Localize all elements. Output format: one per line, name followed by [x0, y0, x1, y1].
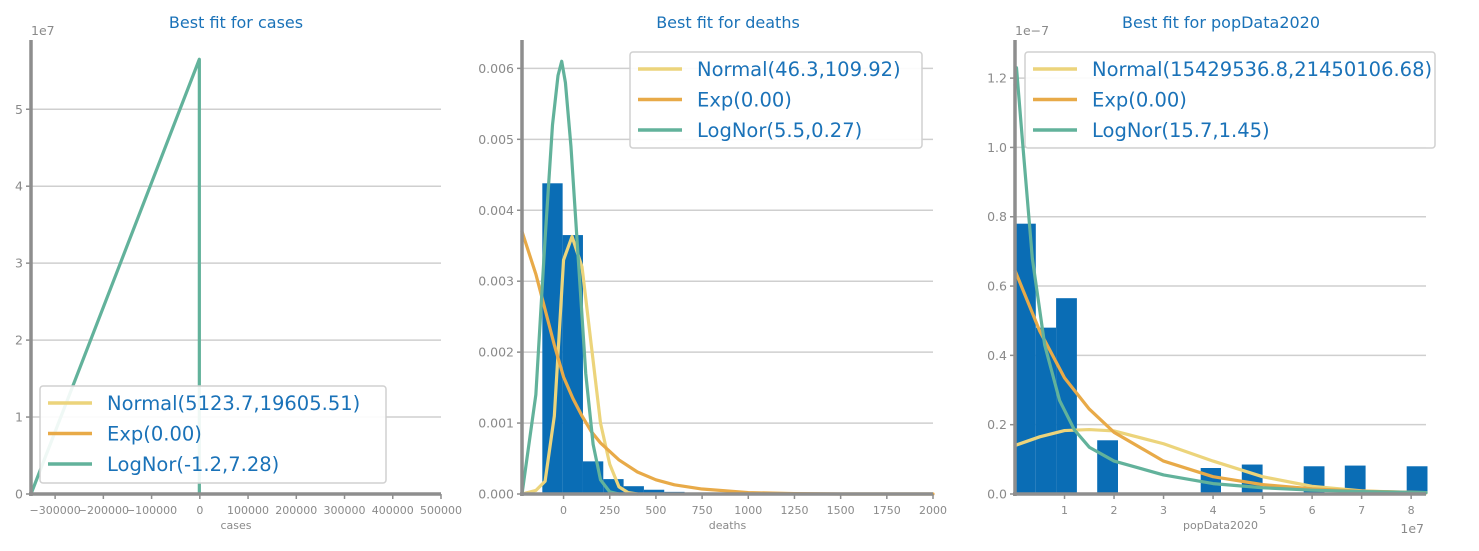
y-tick-label: 0.006	[478, 61, 514, 76]
chart-panel-2: 0 250 500 750 1000 1250 1500 1750 2000 0.000 0.001…	[478, 13, 947, 532]
histogram-bar	[1097, 440, 1118, 494]
legend: Normal(46.3,109.92) Exp(0.00) LogNor(5.5,0…	[629, 51, 923, 149]
legend: Normal(5123.7,19605.51) Exp(0.00) LogNor(-…	[39, 385, 387, 484]
x-tick-label: 6	[1309, 504, 1316, 517]
x-tick-label: 2000	[919, 504, 947, 517]
x-tick-label: 500000	[420, 504, 462, 517]
x-tick-label: 250	[599, 504, 620, 517]
y-tick-label: 1.2	[987, 71, 1007, 86]
legend-entry: LogNor(15.7,1.45)	[1092, 119, 1270, 142]
x-tick-label: 4	[1210, 504, 1217, 517]
x-tick-label: 200000	[275, 504, 317, 517]
x-tick-label: −100000	[126, 504, 177, 517]
y-offset-label: 1e−7	[1015, 23, 1049, 38]
x-tick-label: 300000	[324, 504, 366, 517]
series-line-lognorm	[29, 57, 201, 496]
chart-title: Best fit for popData2020	[1122, 13, 1320, 32]
histogram-bar	[1344, 465, 1366, 494]
x-tick-label: −300000	[30, 504, 81, 517]
legend: Normal(15429536.8,21450106.68) Exp(0.00) L…	[1024, 51, 1436, 149]
y-tick-label: 5	[15, 102, 23, 117]
legend-frame	[39, 385, 387, 484]
x-tick-label: 500	[645, 504, 666, 517]
x-tick-label: 400000	[372, 504, 414, 517]
chart-panel-3: 1 2 3 4 5 6 7 8 0.0 0.2 0.4 0.6 0.8 1.0 1.2 Best fit fo…	[987, 13, 1436, 536]
legend-entry: Exp(0.00)	[107, 423, 202, 446]
legend-frame	[1024, 51, 1436, 149]
x-tick-label: −200000	[78, 504, 129, 517]
histogram-bar	[1406, 466, 1428, 494]
x-tick-label: 1000	[734, 504, 762, 517]
x-tick-label: 5	[1259, 504, 1266, 517]
y-tick-label: 0.2	[987, 417, 1007, 432]
y-tick-label: 0.000	[478, 487, 514, 502]
legend-entry: LogNor(-1.2,7.28)	[107, 453, 279, 476]
chart-panel-1: −300000−200000−100000 0 100000 200000 300000…	[15, 13, 462, 532]
series-line-lognorm	[520, 59, 621, 496]
y-tick-label: 4	[15, 179, 23, 194]
x-tick-label: 3	[1160, 504, 1167, 517]
x-tick-label: 100000	[227, 504, 269, 517]
histogram-bar	[1056, 298, 1077, 494]
legend-entry: LogNor(5.5,0.27)	[697, 119, 862, 142]
y-tick-label: 1	[15, 410, 23, 425]
y-tick-label: 0.4	[987, 348, 1007, 363]
legend-entry: Normal(46.3,109.92)	[697, 58, 901, 81]
y-tick-label: 3	[15, 256, 23, 271]
x-axis-label: popData2020	[1183, 519, 1258, 532]
chart-title: Best fit for cases	[169, 13, 303, 32]
histogram-bar	[562, 235, 583, 494]
x-tick-label: 1250	[780, 504, 808, 517]
y-tick-label: 0.005	[478, 132, 514, 147]
histogram-bar	[1015, 223, 1036, 494]
legend-entry: Normal(5123.7,19605.51)	[107, 392, 360, 415]
histogram-bar	[1241, 464, 1263, 494]
histogram-bar	[623, 486, 644, 494]
x-tick-label: 8	[1408, 504, 1415, 517]
x-tick-label: 750	[692, 504, 713, 517]
legend-entry: Exp(0.00)	[697, 89, 792, 112]
chart-title: Best fit for deaths	[656, 13, 800, 32]
x-tick-label: 1	[1061, 504, 1068, 517]
legend-entry: Normal(15429536.8,21450106.68)	[1092, 58, 1432, 81]
x-tick-label: 1500	[827, 504, 855, 517]
y-tick-label: 0.001	[478, 416, 514, 431]
y-tick-label: 1.0	[987, 140, 1007, 155]
y-tick-label: 0.003	[478, 274, 514, 289]
x-axis-label: deaths	[709, 519, 747, 532]
series-line-normal	[520, 234, 640, 496]
y-tick-label: 0.004	[478, 203, 514, 218]
x-tick-label: 7	[1358, 504, 1365, 517]
y-tick-label: 0.8	[987, 209, 1007, 224]
x-tick-label: 2	[1111, 504, 1118, 517]
series-line-lognorm	[1013, 66, 1428, 495]
x-offset-label: 1e7	[1400, 521, 1424, 536]
legend-frame	[629, 51, 923, 149]
y-tick-label: 2	[15, 333, 23, 348]
y-tick-label: 0.002	[478, 345, 514, 360]
x-axis-label: cases	[220, 519, 251, 532]
series-line-normal	[1013, 427, 1428, 495]
y-tick-label: 0.6	[987, 279, 1007, 294]
x-tick-label: 0	[196, 504, 203, 517]
histogram-bar	[643, 489, 665, 494]
x-tick-label: 0	[560, 504, 567, 517]
y-offset-label: 1e7	[31, 23, 55, 38]
legend-entry: Exp(0.00)	[1092, 89, 1187, 112]
y-tick-label: 0	[15, 487, 23, 502]
x-tick-label: 1750	[873, 504, 901, 517]
y-tick-label: 0.0	[987, 487, 1007, 502]
